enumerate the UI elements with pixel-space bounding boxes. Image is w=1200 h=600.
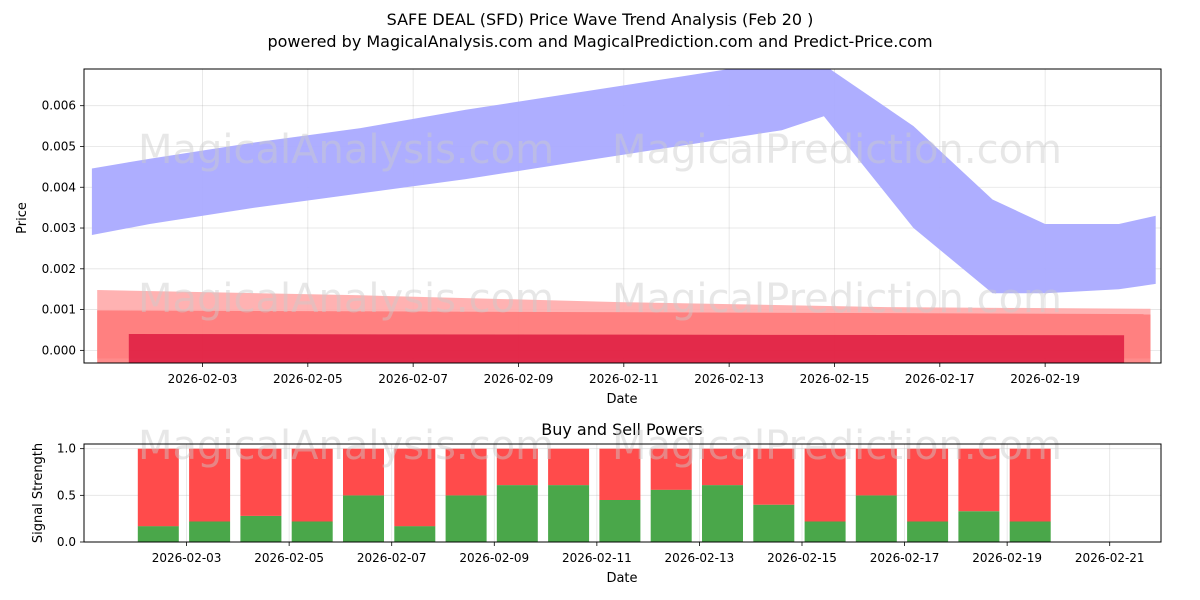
buy-bar: [958, 511, 1000, 542]
sell-bar: [753, 448, 795, 505]
price-x-tick-label: 2026-02-13: [694, 372, 764, 386]
price-y-axis-label: Price: [15, 202, 30, 234]
signal-chart-title: Buy and Sell Powers: [541, 420, 703, 439]
buy-bar: [548, 485, 590, 542]
sell-bar: [958, 448, 1000, 512]
price-x-tick-label: 2026-02-17: [905, 372, 975, 386]
sell-bar: [702, 448, 743, 486]
buy-bar: [394, 526, 436, 542]
buy-bar: [650, 489, 692, 542]
signal-watermarks: MagicalAnalysis.com MagicalPrediction.co…: [138, 423, 1062, 469]
price-watermarks: MagicalAnalysis.com MagicalPrediction.co…: [138, 127, 1062, 322]
price-plot-frame: [83, 68, 1162, 364]
buy-bar: [855, 495, 897, 542]
signal-y-tick-label: 0.0: [57, 535, 76, 549]
price-x-tick-label: 2026-02-19: [1010, 372, 1080, 386]
price-y-tick-label: 0.006: [42, 99, 76, 113]
buy-bar: [291, 521, 333, 542]
buy-bar: [1009, 521, 1051, 542]
price-y-tick-label: 0.003: [42, 221, 76, 235]
buy-bar: [804, 521, 846, 542]
price-y-tick-label: 0.002: [42, 262, 76, 276]
sell-bar: [240, 448, 282, 516]
signal-y-tick-label: 1.0: [57, 442, 76, 456]
price-x-tick-label: 2026-02-15: [800, 372, 870, 386]
price-x-tick-label: 2026-02-03: [168, 372, 238, 386]
price-x-axis-label: Date: [606, 392, 637, 407]
chart-subtitle: powered by MagicalAnalysis.com and Magic…: [267, 32, 932, 51]
sell-bar: [650, 448, 692, 490]
sell-bar: [137, 448, 179, 527]
price-x-tick-label: 2026-02-05: [273, 372, 343, 386]
buy-bar: [907, 521, 949, 542]
sell-bar: [291, 448, 333, 522]
signal-x-tick-label: 2026-02-07: [357, 551, 427, 565]
sell-bar: [445, 448, 487, 496]
price-y-tick-label: 0.001: [42, 303, 76, 317]
signal-x-tick-label: 2026-02-13: [665, 551, 735, 565]
signal-x-tick-label: 2026-02-05: [254, 551, 324, 565]
sell-bar: [343, 448, 384, 496]
buy-bar: [240, 515, 282, 542]
buy-bar: [753, 504, 795, 542]
signal-plot-frame: [83, 443, 1162, 543]
watermark-analysis: MagicalAnalysis.com: [138, 276, 554, 322]
price-x-ticks: 2026-02-03 2026-02-05 2026-02-07 2026-02-09…: [168, 363, 1080, 386]
signal-y-axis-label: Signal Strength: [31, 443, 46, 543]
price-y-tick-label: 0.000: [42, 343, 76, 357]
watermark-prediction: MagicalPrediction.com: [612, 127, 1062, 173]
signal-x-tick-label: 2026-02-19: [972, 551, 1042, 565]
sell-bar: [189, 448, 231, 522]
price-y-tick-label: 0.004: [42, 180, 76, 194]
price-x-tick-label: 2026-02-09: [484, 372, 554, 386]
signal-x-ticks: 2026-02-03 2026-02-05 2026-02-07 2026-02-09…: [152, 542, 1145, 565]
price-bands: [91, 69, 1156, 363]
signal-x-tick-label: 2026-02-15: [767, 551, 837, 565]
signal-x-tick-label: 2026-02-03: [152, 551, 222, 565]
sell-bar: [394, 448, 436, 527]
buy-bar: [496, 485, 538, 542]
signal-x-tick-label: 2026-02-21: [1075, 551, 1145, 565]
sell-bar: [804, 448, 846, 522]
price-x-tick-label: 2026-02-11: [589, 372, 659, 386]
buy-bar: [343, 495, 384, 542]
watermark-prediction: MagicalPrediction.com: [612, 276, 1062, 322]
signal-y-tick-label: 0.5: [57, 488, 76, 502]
buy-bar: [189, 521, 231, 542]
price-wave-blue-band: [91, 69, 1156, 294]
sell-bar: [599, 448, 641, 500]
sell-bar: [1009, 448, 1051, 522]
signal-x-axis-label: Date: [606, 571, 637, 586]
sell-bar: [855, 448, 897, 496]
buy-bar: [599, 500, 641, 542]
signal-chart: Buy and Sell Powers MagicalAnalysis.com …: [31, 420, 1162, 586]
price-band-dark-red: [128, 334, 1125, 363]
signal-x-tick-label: 2026-02-11: [562, 551, 632, 565]
signal-y-ticks: 0.0 0.5 1.0: [57, 442, 84, 549]
signal-x-tick-label: 2026-02-17: [870, 551, 940, 565]
sell-bar: [548, 448, 590, 486]
signal-x-tick-label: 2026-02-09: [459, 551, 529, 565]
buy-bar: [137, 526, 179, 542]
watermark-prediction: MagicalPrediction.com: [612, 423, 1062, 469]
price-x-tick-label: 2026-02-07: [378, 372, 448, 386]
sell-bar: [907, 448, 949, 522]
buy-bar: [702, 485, 743, 542]
chart-title: SAFE DEAL (SFD) Price Wave Trend Analysi…: [387, 10, 814, 29]
price-y-ticks: 0.000 0.001 0.002 0.003 0.004 0.005 0.006: [42, 99, 84, 357]
watermark-analysis: MagicalAnalysis.com: [138, 423, 554, 469]
watermark-analysis: MagicalAnalysis.com: [138, 127, 554, 173]
price-y-tick-label: 0.005: [42, 139, 76, 153]
sell-bar: [496, 448, 538, 486]
signal-bars: [137, 448, 1051, 542]
buy-bar: [445, 495, 487, 542]
price-chart: MagicalAnalysis.com MagicalPrediction.co…: [15, 68, 1162, 407]
